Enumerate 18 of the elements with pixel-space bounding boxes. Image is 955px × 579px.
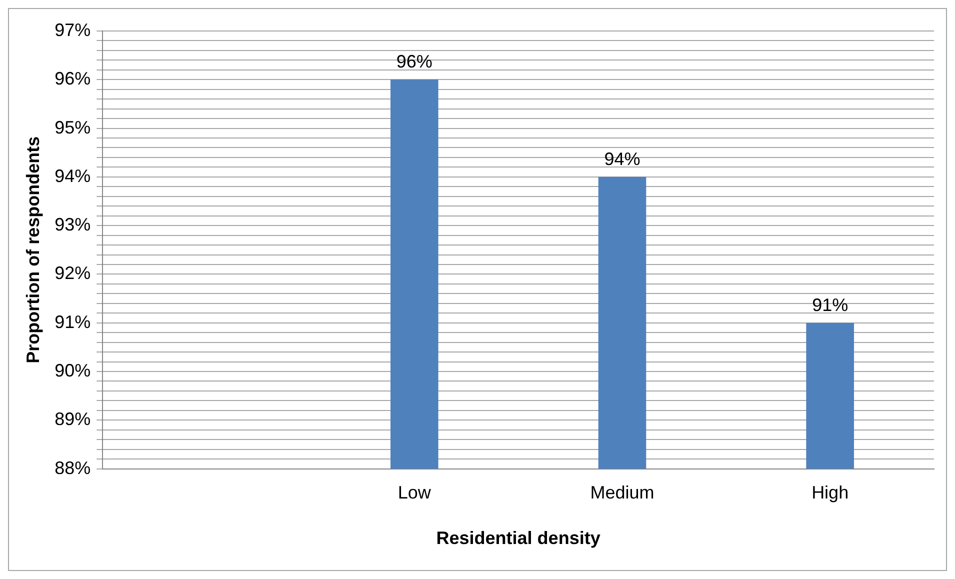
- y-tick-label: 89%: [54, 409, 91, 430]
- data-label: 96%: [396, 52, 432, 72]
- x-axis-title: Residential density: [436, 528, 600, 548]
- y-tick-label: 91%: [54, 312, 91, 332]
- y-tick-label: 94%: [54, 166, 91, 186]
- x-tick-label: Low: [398, 482, 432, 503]
- y-tick-label: 90%: [54, 360, 91, 380]
- x-tick-label: Medium: [590, 482, 654, 503]
- data-label: 94%: [604, 148, 640, 169]
- y-axis-title: Proportion of respondents: [22, 136, 43, 364]
- data-label: 91%: [812, 294, 848, 315]
- y-tick-label: 96%: [54, 68, 91, 89]
- y-tick-label: 92%: [54, 263, 91, 284]
- y-tick-label: 93%: [54, 214, 91, 235]
- y-tick-label: 97%: [54, 20, 91, 40]
- y-tick-label: 95%: [54, 117, 91, 138]
- y-tick-label: 88%: [54, 458, 91, 478]
- x-tick-label: High: [812, 482, 849, 503]
